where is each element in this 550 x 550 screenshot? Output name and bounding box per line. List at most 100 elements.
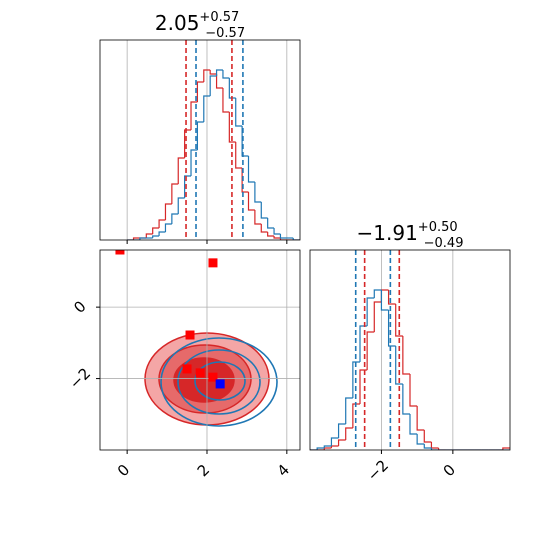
- histogram-step: [203, 95, 211, 122]
- histogram-step: [209, 75, 217, 96]
- histogram-step: [152, 235, 160, 238]
- panel-title: 2.05+0.57 −0.57: [155, 10, 245, 41]
- scatter-point: [182, 364, 192, 374]
- histogram-step: [316, 447, 325, 450]
- histogram-step: [279, 234, 287, 239]
- histogram-step: [222, 88, 230, 113]
- histogram-step: [373, 289, 382, 298]
- histogram-step: [337, 439, 346, 446]
- contour: [177, 349, 261, 415]
- histogram-step: [152, 227, 160, 234]
- panel: [126, 40, 300, 240]
- panel-title: −1.91+0.50 −0.49: [357, 220, 464, 251]
- histogram-step: [158, 231, 166, 236]
- panel-frame: [309, 249, 511, 451]
- x-tick-label: −2: [364, 456, 392, 484]
- title-upper: +0.57: [199, 10, 239, 25]
- histogram-step: [254, 182, 262, 203]
- histogram-step: [387, 290, 396, 305]
- histogram-step: [292, 238, 300, 240]
- x-tick-label: 0: [440, 461, 459, 480]
- histogram-step: [247, 156, 255, 183]
- scatter-point: [208, 258, 218, 268]
- panel: [310, 250, 510, 450]
- histogram-step: [228, 112, 236, 143]
- histogram-step: [132, 237, 140, 240]
- title-value: 2.05: [155, 11, 200, 35]
- histogram-step: [235, 142, 243, 169]
- histogram-step: [502, 447, 510, 450]
- histogram-step: [145, 233, 153, 238]
- histogram-step: [215, 69, 223, 76]
- histogram-step: [273, 236, 281, 239]
- histogram-step: [409, 414, 418, 435]
- histogram-step: [352, 403, 360, 428]
- histogram-step: [430, 442, 439, 449]
- x-tick-label: 4: [274, 461, 293, 480]
- histogram-step: [423, 444, 432, 449]
- title-lower: −0.57: [205, 26, 245, 41]
- histogram-step: [228, 78, 236, 99]
- histogram-step: [203, 69, 211, 82]
- scatter-point: [208, 372, 218, 382]
- histogram-step: [164, 203, 172, 220]
- histogram-step: [430, 448, 439, 450]
- histogram-step: [380, 289, 389, 302]
- histogram-step: [279, 238, 287, 240]
- histogram-step: [337, 423, 346, 438]
- histogram-step: [359, 325, 368, 362]
- histogram-step: [380, 290, 389, 311]
- histogram-step: [366, 297, 375, 326]
- panel: [100, 250, 300, 450]
- histogram-step: [139, 237, 147, 240]
- scatter-point: [195, 368, 205, 378]
- histogram-step: [209, 70, 217, 75]
- histogram-step: [158, 219, 166, 228]
- histogram-step: [184, 175, 192, 198]
- histogram-step: [260, 202, 268, 219]
- histogram-step: [416, 434, 425, 445]
- histogram-step: [437, 448, 446, 450]
- histogram-step: [247, 192, 255, 211]
- y-tick-label: −2: [66, 364, 94, 392]
- histogram-step: [196, 121, 204, 150]
- histogram-step: [416, 406, 425, 431]
- scatter-point: [215, 379, 225, 389]
- x-tick-label: 2: [194, 461, 213, 480]
- histogram-step: [190, 149, 198, 176]
- histogram-step: [177, 157, 185, 184]
- histogram-step: [260, 224, 268, 233]
- histogram-step: [215, 74, 223, 89]
- histogram-step: [402, 336, 410, 375]
- histogram-step: [330, 445, 339, 448]
- histogram-step: [164, 223, 172, 232]
- histogram-step: [222, 70, 230, 79]
- histogram-step: [235, 98, 243, 127]
- title-upper: +0.50: [418, 220, 458, 235]
- title-lower: −0.49: [424, 236, 464, 251]
- histogram-step: [345, 397, 353, 424]
- panel-frame: [99, 39, 301, 241]
- density-contours: [144, 332, 278, 427]
- contour: [194, 361, 246, 401]
- histogram-step: [366, 331, 375, 370]
- panel-frame: [99, 249, 301, 451]
- histogram-step: [395, 346, 403, 385]
- x-tick-label: 0: [114, 461, 133, 480]
- histogram-step: [345, 427, 353, 440]
- histogram-step: [409, 374, 418, 407]
- histogram-step: [171, 183, 179, 204]
- y-tick-label: 0: [70, 297, 89, 316]
- histogram-step: [254, 210, 262, 225]
- scatter-point: [115, 250, 125, 255]
- histogram-step: [184, 129, 192, 158]
- histogram-step: [402, 384, 410, 415]
- title-value: −1.91: [357, 221, 418, 245]
- histogram-step: [267, 218, 275, 229]
- histogram-step: [267, 232, 275, 237]
- histogram-step: [352, 361, 360, 398]
- histogram-step: [387, 310, 396, 347]
- histogram-step: [330, 437, 339, 446]
- histogram-step: [359, 369, 368, 404]
